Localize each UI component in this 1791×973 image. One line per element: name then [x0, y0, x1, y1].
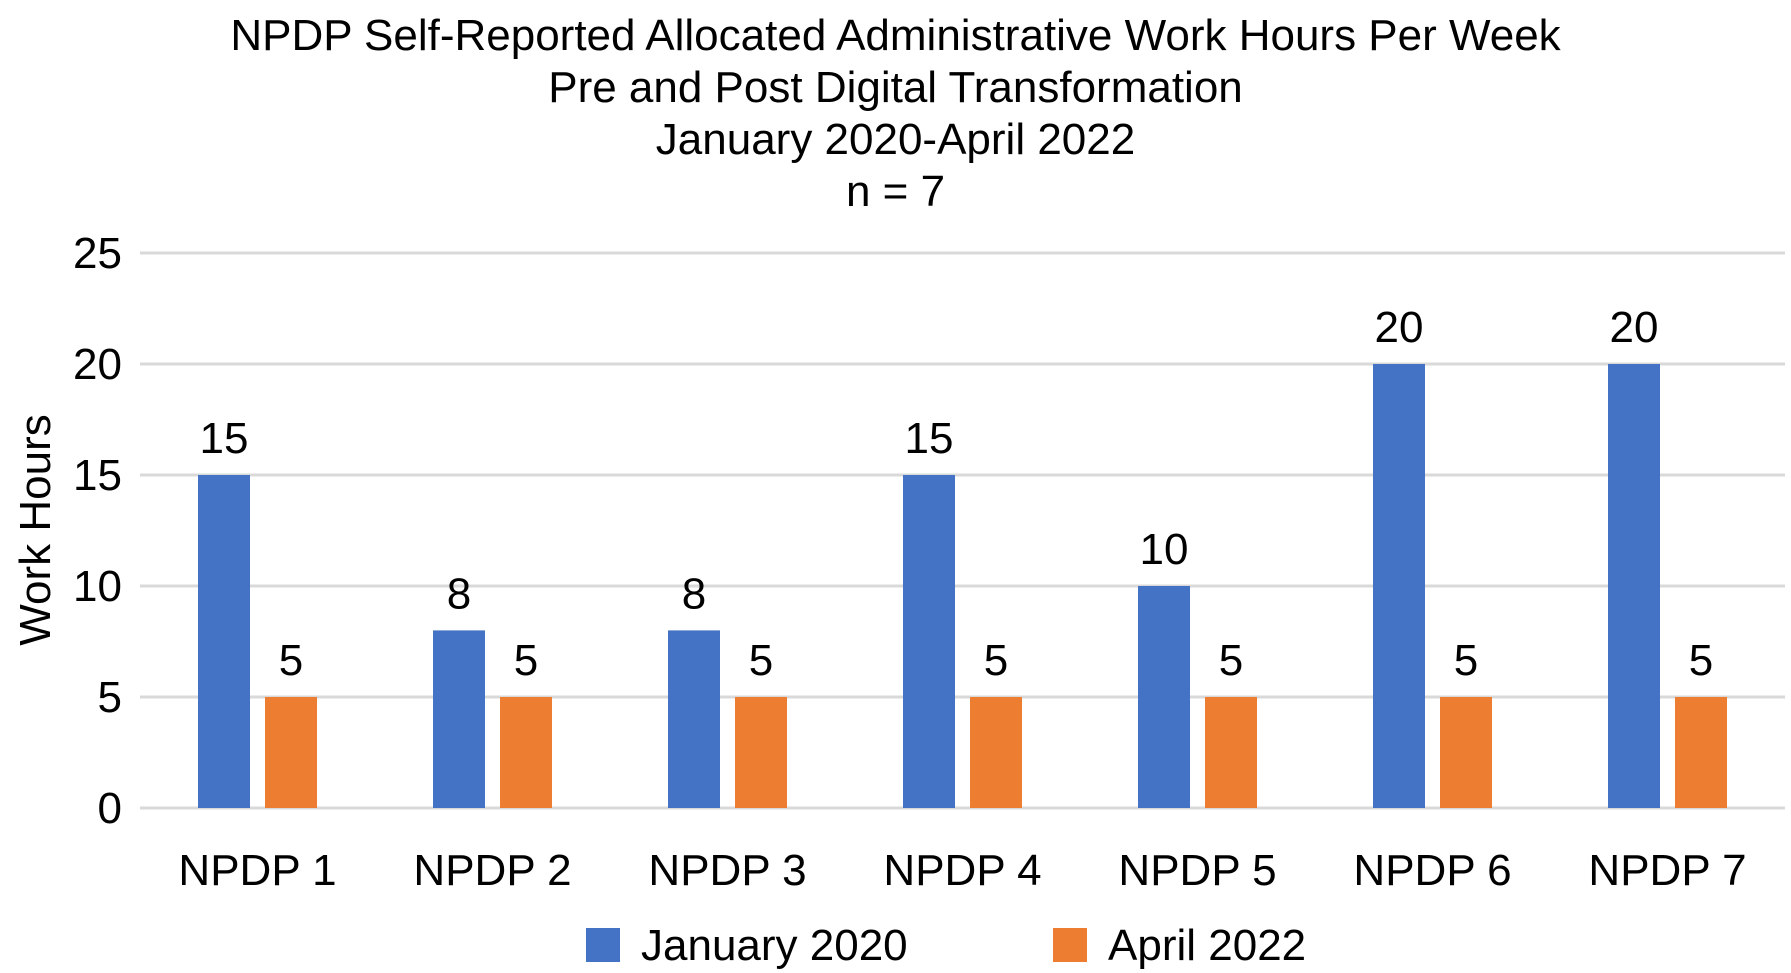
x-tick-label: NPDP 4 — [883, 846, 1041, 895]
bar-april-2022-7 — [1675, 697, 1727, 808]
y-axis-label: Work Hours — [11, 414, 60, 645]
chart-title-line-2: Pre and Post Digital Transformation — [548, 63, 1243, 112]
x-tick-label: NPDP 5 — [1118, 846, 1276, 895]
legend-swatch-january-2020 — [586, 928, 620, 962]
data-label: 10 — [1140, 525, 1189, 574]
bar-april-2022-3 — [735, 697, 787, 808]
bar-january-2020-1 — [198, 475, 250, 808]
bar-april-2022-6 — [1440, 697, 1492, 808]
bar-april-2022-4 — [970, 697, 1022, 808]
x-tick-label: NPDP 1 — [178, 846, 336, 895]
data-label: 5 — [984, 636, 1008, 685]
chart-subtitle: n = 7 — [845, 167, 946, 216]
y-tick-label: 25 — [73, 229, 122, 278]
data-label: 15 — [200, 414, 249, 463]
bar-january-2020-2 — [433, 630, 485, 808]
legend-label-january-2020: January 2020 — [641, 921, 908, 970]
data-label: 15 — [905, 414, 954, 463]
data-label: 5 — [1219, 636, 1243, 685]
data-label: 5 — [1689, 636, 1713, 685]
legend-label-april-2022: April 2022 — [1108, 921, 1306, 970]
data-label: 5 — [514, 636, 538, 685]
bar-january-2020-7 — [1608, 364, 1660, 808]
bar-april-2022-1 — [265, 697, 317, 808]
x-tick-label: NPDP 2 — [413, 846, 571, 895]
data-label: 20 — [1375, 303, 1424, 352]
x-tick-label: NPDP 7 — [1588, 846, 1746, 895]
y-tick-label: 5 — [98, 673, 122, 722]
bar-january-2020-5 — [1138, 586, 1190, 808]
y-tick-label: 10 — [73, 562, 122, 611]
data-label: 8 — [447, 569, 471, 618]
bar-january-2020-6 — [1373, 364, 1425, 808]
x-tick-label: NPDP 3 — [648, 846, 806, 895]
data-label: 5 — [749, 636, 773, 685]
bar-april-2022-5 — [1205, 697, 1257, 808]
data-label: 5 — [1454, 636, 1478, 685]
y-tick-label: 15 — [73, 451, 122, 500]
bar-january-2020-3 — [668, 630, 720, 808]
chart-title-line-3: January 2020-April 2022 — [655, 115, 1136, 164]
chart-title-line-1: NPDP Self-Reported Allocated Administrat… — [230, 11, 1561, 60]
legend-swatch-april-2022 — [1053, 928, 1087, 962]
data-label: 5 — [279, 636, 303, 685]
y-tick-label: 20 — [73, 340, 122, 389]
data-label: 20 — [1610, 303, 1659, 352]
data-label: 8 — [682, 569, 706, 618]
bar-april-2022-2 — [500, 697, 552, 808]
x-tick-label: NPDP 6 — [1353, 846, 1511, 895]
bar-january-2020-4 — [903, 475, 955, 808]
y-tick-label: 0 — [98, 784, 122, 833]
